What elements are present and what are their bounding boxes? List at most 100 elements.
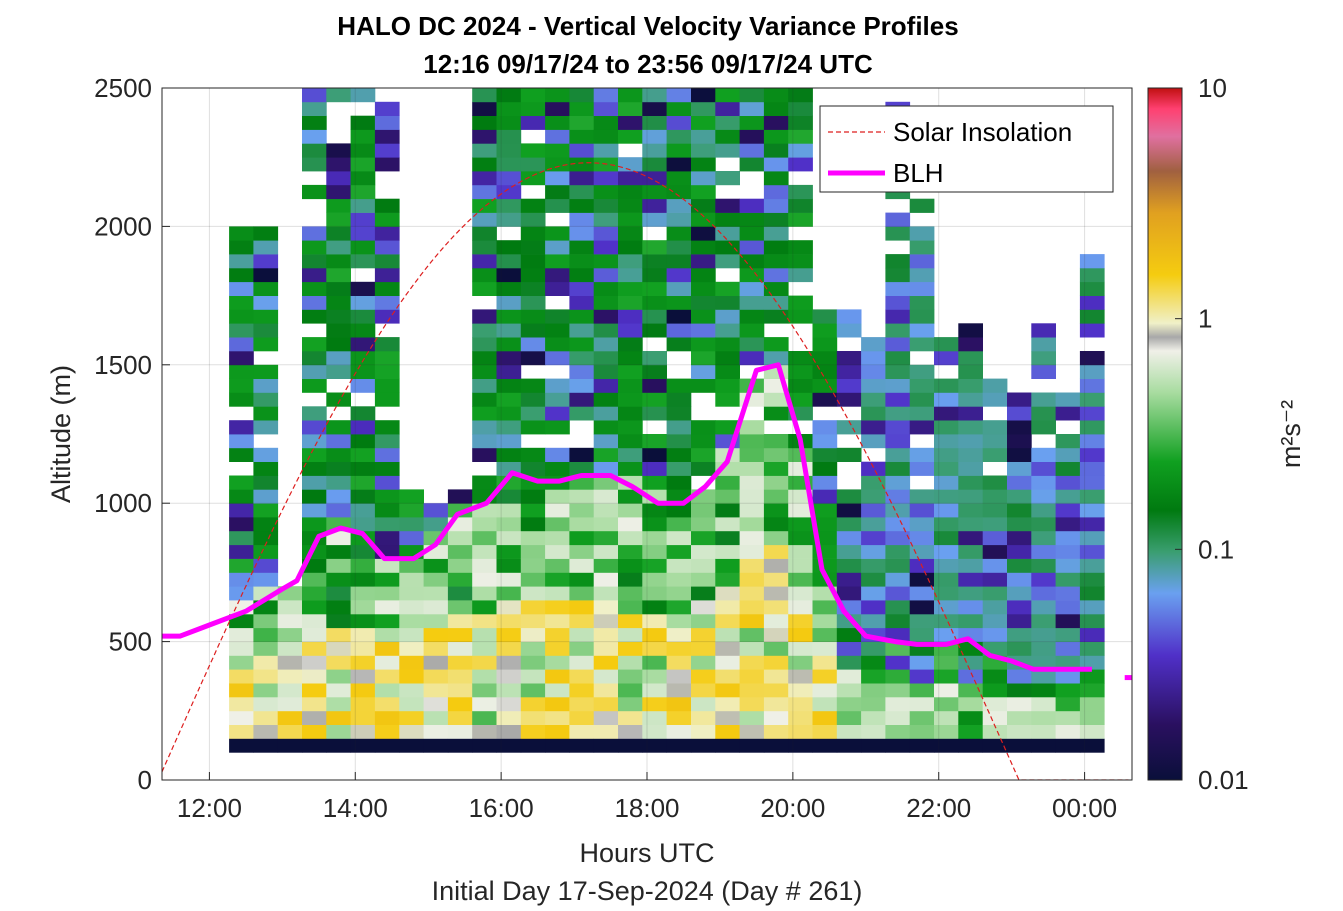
heatmap-cell [788, 295, 813, 310]
heatmap-cell [666, 267, 692, 283]
heatmap-cell [958, 600, 983, 615]
heatmap-cell [1055, 710, 1081, 725]
heatmap-cell [691, 655, 716, 670]
heatmap-cell [423, 738, 449, 753]
heatmap-cell [739, 669, 765, 684]
colorbar-tick-label: 0.01 [1198, 765, 1249, 795]
heatmap-cell [253, 544, 279, 559]
heatmap-cell [569, 710, 595, 725]
heatmap-cell [763, 544, 789, 559]
heatmap-cell [1007, 434, 1032, 449]
heatmap-cell [739, 724, 765, 739]
heatmap-cell [1007, 392, 1032, 407]
heatmap-cell [812, 447, 838, 462]
heatmap-cell [934, 337, 959, 352]
heatmap-cell [593, 337, 619, 352]
heatmap-cell [1031, 600, 1056, 615]
heatmap-cell [982, 669, 1008, 684]
heatmap-cell [374, 281, 400, 296]
heatmap-cell [982, 447, 1008, 462]
heatmap-cell [691, 697, 716, 712]
heatmap-cell [399, 655, 424, 670]
heatmap-cell [229, 281, 254, 296]
heatmap-cell [618, 420, 643, 435]
heatmap-cell [739, 143, 765, 158]
heatmap-cell [326, 434, 351, 449]
heatmap-cell [958, 669, 983, 684]
heatmap-cell [666, 420, 692, 435]
heatmap-cell [861, 475, 886, 490]
heatmap-cell [1079, 475, 1105, 490]
heatmap-cell [350, 171, 376, 186]
heatmap-cell [545, 143, 570, 158]
heatmap-cell [618, 641, 643, 656]
heatmap-cell [885, 489, 911, 504]
heatmap-cell [885, 530, 911, 546]
heatmap-cell [472, 143, 497, 158]
heatmap-cell [496, 267, 522, 283]
heatmap-cell [1031, 406, 1056, 421]
heatmap-cell [472, 88, 497, 103]
heatmap-cell [229, 254, 254, 269]
heatmap-cell [909, 724, 935, 739]
heatmap-cell [593, 697, 619, 712]
heatmap-cell [569, 724, 595, 739]
heatmap-cell [691, 503, 716, 518]
heatmap-cell [885, 323, 911, 338]
heatmap-cell [399, 586, 424, 601]
heatmap-cell [666, 323, 692, 338]
heatmap-cell [642, 171, 667, 186]
heatmap-cell [326, 489, 351, 504]
heatmap-cell [1031, 738, 1056, 753]
heatmap-cell [399, 517, 424, 532]
heatmap-cell [861, 530, 886, 546]
heatmap-cell [472, 724, 497, 739]
heatmap-cell [1055, 669, 1081, 684]
heatmap-cell [229, 434, 254, 449]
heatmap-cell [1007, 503, 1032, 518]
heatmap-cell [277, 613, 303, 629]
heatmap-cell [350, 613, 376, 629]
heatmap-cell [763, 572, 789, 587]
heatmap-cell [763, 101, 789, 116]
heatmap-cell [302, 586, 327, 601]
heatmap-cell [618, 627, 643, 642]
heatmap-cell [763, 226, 789, 241]
heatmap-cell [642, 655, 667, 670]
heatmap-cell [302, 295, 327, 310]
heatmap-cell [715, 198, 740, 213]
heatmap-cell [642, 517, 667, 532]
heatmap-cell [374, 724, 400, 739]
heatmap-cell [229, 447, 254, 462]
heatmap-cell [788, 669, 813, 684]
heatmap-cell [1079, 364, 1105, 379]
heatmap-cell [909, 738, 935, 753]
heatmap-cell [229, 240, 254, 255]
heatmap-cell [350, 572, 376, 587]
heatmap-cell [788, 101, 813, 116]
heatmap-cell [788, 655, 813, 670]
heatmap-cell [326, 364, 351, 379]
heatmap-cell [1079, 655, 1105, 670]
heatmap-cell [229, 323, 254, 338]
heatmap-cell [836, 351, 862, 366]
heatmap-cell [472, 281, 497, 296]
heatmap-cell [545, 309, 570, 324]
heatmap-cell [885, 351, 911, 366]
heatmap-cell [739, 309, 765, 324]
heatmap-cell [836, 517, 862, 532]
heatmap-cell [642, 281, 667, 296]
y-tick-label: 500 [109, 627, 152, 657]
heatmap-cell [958, 461, 983, 476]
heatmap-cell [885, 475, 911, 490]
heatmap-cell [229, 337, 254, 352]
heatmap-cell [1007, 600, 1032, 615]
heatmap-cell [909, 530, 935, 546]
heatmap-cell [253, 613, 279, 629]
heatmap-cell [618, 503, 643, 518]
heatmap-cell [788, 530, 813, 546]
heatmap-cell [423, 572, 449, 587]
heatmap-cell [618, 475, 643, 490]
heatmap-cell [618, 572, 643, 587]
